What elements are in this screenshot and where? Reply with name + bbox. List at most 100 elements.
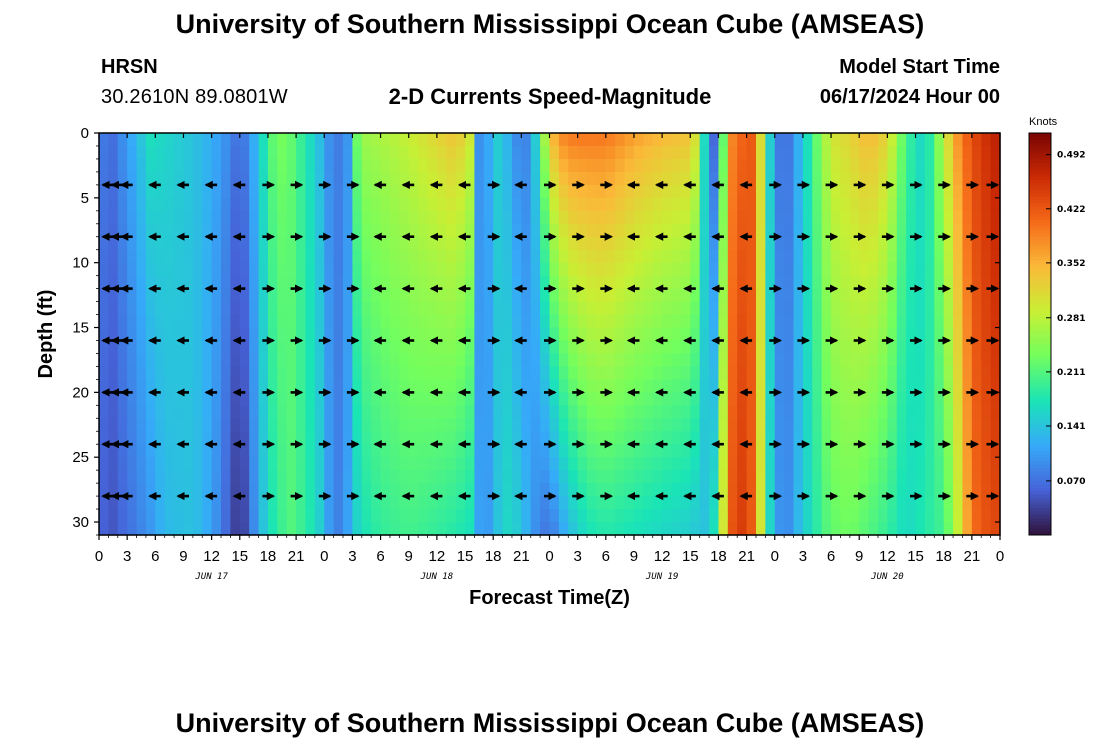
heatmap-cell: [568, 184, 579, 199]
heatmap-cell: [990, 470, 1001, 484]
x-tick-label: 3: [123, 548, 131, 565]
heatmap-cell: [699, 249, 710, 264]
heatmap-cell: [380, 145, 391, 160]
heatmap-cell: [765, 444, 776, 458]
heatmap-cell: [192, 223, 203, 238]
heatmap-cell: [258, 158, 269, 173]
heatmap-cell: [230, 210, 241, 225]
heatmap-cell: [802, 314, 813, 329]
heatmap-cell: [164, 366, 175, 380]
heatmap-cell: [399, 509, 410, 523]
heatmap-cell: [174, 197, 185, 212]
heatmap-cell: [887, 262, 898, 277]
heatmap-cell: [812, 496, 823, 510]
heatmap-cell: [314, 223, 325, 238]
heatmap-cell: [587, 522, 598, 536]
heatmap-cell: [446, 522, 457, 536]
heatmap-cell: [831, 340, 842, 355]
heatmap-cell: [765, 340, 776, 355]
heatmap-cell: [802, 133, 813, 147]
heatmap-cell: [174, 133, 185, 147]
heatmap-cell: [849, 392, 860, 406]
heatmap-cell: [981, 496, 992, 510]
heatmap-cell: [192, 509, 203, 523]
heatmap-cell: [389, 301, 400, 316]
heatmap-cell: [267, 457, 278, 471]
heatmap-cell: [549, 158, 560, 173]
heatmap-cell: [971, 288, 982, 303]
heatmap-cell: [727, 392, 738, 406]
heatmap-cell: [868, 444, 879, 458]
heatmap-cell: [549, 288, 560, 303]
heatmap-cell: [624, 483, 635, 497]
heatmap-cell: [699, 262, 710, 277]
heatmap-cell: [305, 496, 316, 510]
heatmap-cell: [615, 288, 626, 303]
heatmap-cell: [324, 431, 335, 445]
heatmap-cell: [267, 353, 278, 368]
heatmap-cell: [812, 379, 823, 393]
heatmap-cell: [568, 301, 579, 316]
heatmap-cell: [465, 509, 476, 523]
heatmap-cell: [511, 496, 522, 510]
heatmap-cell: [502, 509, 513, 523]
heatmap-cell: [680, 184, 691, 199]
heatmap-cell: [436, 431, 447, 445]
heatmap-cell: [615, 444, 626, 458]
heatmap-cell: [774, 275, 785, 290]
heatmap-cell: [727, 223, 738, 238]
heatmap-cell: [436, 340, 447, 355]
heatmap-cell: [502, 457, 513, 471]
heatmap-cell: [615, 366, 626, 380]
heatmap-cell: [389, 171, 400, 186]
heatmap-cell: [549, 262, 560, 277]
heatmap-cell: [840, 210, 851, 225]
heatmap-cell: [192, 457, 203, 471]
heatmap-cell: [540, 496, 551, 510]
colorbar-segment: [1029, 444, 1051, 449]
heatmap-cell: [493, 392, 504, 406]
heatmap-cell: [558, 145, 569, 160]
heatmap-cell: [333, 392, 344, 406]
heatmap-cell: [361, 405, 372, 419]
heatmap-cell: [305, 405, 316, 419]
heatmap-cell: [99, 133, 109, 147]
heatmap-cell: [859, 249, 870, 264]
heatmap-cell: [446, 379, 457, 393]
heatmap-cell: [793, 301, 804, 316]
heatmap-cell: [483, 145, 494, 160]
heatmap-cell: [971, 340, 982, 355]
heatmap-cell: [361, 223, 372, 238]
heatmap-cell: [662, 158, 673, 173]
heatmap-cell: [343, 184, 354, 199]
colorbar-segment: [1029, 313, 1051, 318]
heatmap-cell: [568, 522, 579, 536]
heatmap-cell: [333, 470, 344, 484]
heatmap-cell: [793, 314, 804, 329]
heatmap-cell: [802, 340, 813, 355]
heatmap-cell: [699, 327, 710, 342]
heatmap-cell: [455, 379, 466, 393]
heatmap-cell: [249, 236, 260, 251]
heatmap-cell: [924, 418, 935, 432]
heatmap-cell: [849, 171, 860, 186]
heatmap-cell: [605, 327, 616, 342]
heatmap-cell: [540, 405, 551, 419]
heatmap-cell: [812, 483, 823, 497]
heatmap-cell: [877, 249, 888, 264]
heatmap-cell: [962, 301, 973, 316]
heatmap-cell: [915, 314, 926, 329]
heatmap-cell: [812, 133, 823, 147]
heatmap-cell: [784, 483, 795, 497]
heatmap-cell: [258, 236, 269, 251]
heatmap-cell: [662, 133, 673, 147]
x-tick-label: 15: [682, 548, 699, 565]
heatmap-cell: [305, 522, 316, 536]
heatmap-cell: [755, 431, 766, 445]
heatmap-cell: [136, 340, 147, 355]
heatmap-cell: [652, 262, 663, 277]
heatmap-cell: [408, 184, 419, 199]
heatmap-cell: [906, 405, 917, 419]
heatmap-cell: [990, 353, 1001, 368]
heatmap-cell: [108, 249, 119, 264]
